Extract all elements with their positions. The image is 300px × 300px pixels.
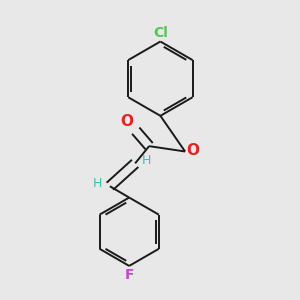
- Text: O: O: [120, 114, 134, 129]
- Text: O: O: [187, 143, 200, 158]
- Text: H: H: [142, 154, 151, 167]
- Text: F: F: [124, 268, 134, 282]
- Text: Cl: Cl: [153, 26, 168, 40]
- Text: H: H: [93, 177, 102, 190]
